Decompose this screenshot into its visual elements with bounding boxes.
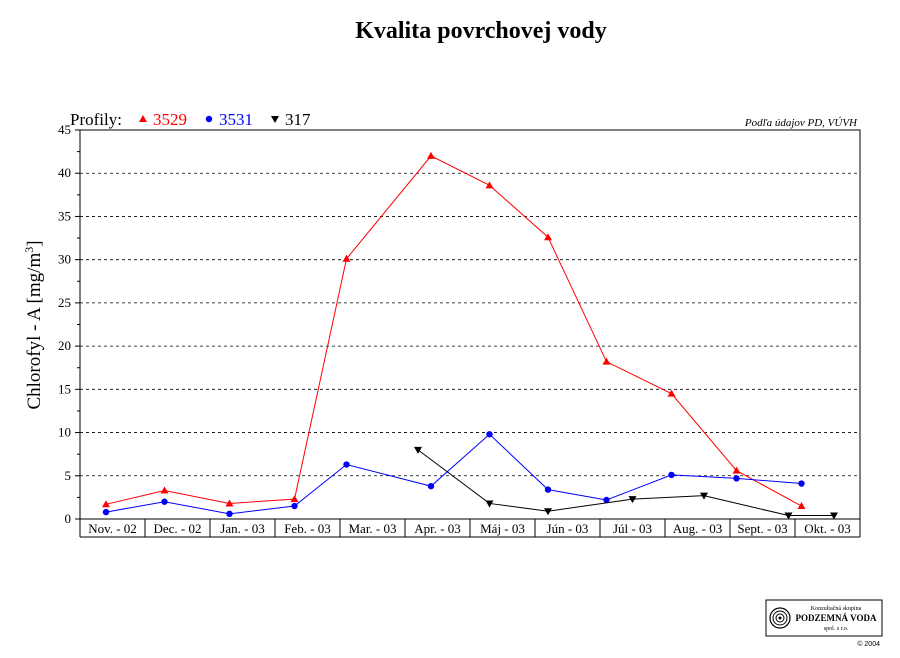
data-point [603, 496, 610, 504]
series-3529 [102, 151, 806, 510]
data-point [427, 151, 435, 159]
x-axis: Nov. - 02 Dec. - 02 Jan. - 03 Feb. - 03 Mar.… [79, 519, 861, 538]
x-tick-label: Nov. - 02 [88, 521, 137, 536]
legend-label-3531: 3531 [219, 110, 253, 129]
y-tick-label: 10 [58, 425, 71, 440]
x-tick-label: Okt. - 03 [804, 521, 851, 536]
x-tick-label: Aug. - 03 [673, 521, 722, 536]
data-point [485, 500, 494, 508]
data-point [784, 512, 793, 520]
data-point [343, 461, 350, 468]
logo-frame [765, 599, 883, 637]
x-tick-label: Mar. - 03 [348, 521, 396, 536]
logo-emblem-icon [769, 607, 791, 629]
data-point [226, 510, 233, 518]
legend-prefix: Profily: [70, 110, 122, 129]
legend-label-3529: 3529 [153, 110, 187, 129]
x-tick-label: Sept. - 03 [737, 521, 787, 536]
data-point [628, 496, 637, 504]
y-axis: 0 5 10 15 20 25 30 35 40 45 [58, 122, 80, 526]
data-point [602, 357, 611, 365]
legend-marker-317 [271, 116, 279, 123]
logo-line3: spol. s r.o. [824, 626, 849, 632]
series-line [417, 449, 834, 517]
data-point [290, 495, 299, 503]
y-tick-label: 40 [58, 165, 71, 180]
y-tick-label: 45 [58, 122, 71, 137]
data-point [700, 492, 708, 500]
x-tick-label: Júl - 03 [613, 521, 652, 536]
data-point [102, 500, 110, 508]
x-tick-label: Apr. - 03 [414, 521, 461, 536]
source-note: Podľa údajov PD, VÚVH [744, 117, 858, 129]
y-axis-label: Chlorofyl - A [mg/m3] [22, 240, 45, 409]
x-tick-label: Feb. - 03 [284, 521, 331, 536]
data-point [291, 502, 298, 510]
legend-marker-3529 [139, 115, 147, 122]
series-line [105, 433, 802, 515]
x-tick-label: Máj - 03 [480, 521, 525, 536]
data-point [733, 475, 740, 482]
series-3531 [102, 431, 805, 518]
data-point [102, 508, 110, 516]
legend: Profily: 3529 3531 317 [70, 110, 311, 129]
data-point [798, 480, 805, 487]
series-layer [102, 151, 838, 520]
y-tick-label: 15 [58, 381, 71, 396]
data-point [797, 502, 806, 510]
data-point [544, 486, 552, 493]
series-line [105, 155, 802, 507]
grid-layer [80, 172, 860, 477]
logo-line2: PODZEMNÁ VODA [796, 613, 877, 623]
data-point [544, 233, 552, 241]
chart-title: Kvalita povrchovej vody [355, 18, 607, 44]
data-point [667, 389, 676, 397]
data-point [544, 508, 552, 516]
y-tick-label: 35 [58, 208, 71, 223]
x-tick-label: Jún - 03 [547, 521, 589, 536]
company-logo: Konzultačná skupina PODZEMNÁ VODA spol. … [765, 599, 883, 648]
y-axis-label-main: Chlorofyl - A [mg/m [24, 253, 45, 410]
data-point [668, 471, 675, 479]
y-axis-label-end: ] [24, 240, 45, 246]
logo-line1: Konzultačná skupina [811, 606, 862, 612]
data-point [427, 482, 435, 490]
data-point [414, 446, 422, 454]
y-tick-label: 0 [65, 511, 72, 526]
series-317 [414, 446, 838, 520]
legend-marker-3531 [205, 115, 213, 123]
data-point [225, 499, 234, 507]
x-tick-label: Dec. - 02 [153, 521, 201, 536]
logo-copyright: © 2004 [857, 640, 880, 648]
y-tick-label: 5 [65, 468, 72, 483]
data-point [486, 431, 493, 438]
data-point [342, 254, 351, 262]
data-point [732, 466, 741, 474]
data-point [160, 486, 169, 494]
data-point [830, 512, 838, 520]
plot-frame [79, 129, 861, 520]
data-point [485, 181, 494, 189]
x-tick-label: Jan. - 03 [220, 521, 264, 536]
data-point [161, 498, 168, 505]
y-axis-label-sup: 3 [22, 247, 36, 253]
legend-label-317: 317 [285, 110, 311, 129]
y-tick-label: 30 [58, 252, 71, 267]
y-tick-label: 20 [58, 338, 71, 353]
y-tick-label: 25 [58, 295, 71, 310]
